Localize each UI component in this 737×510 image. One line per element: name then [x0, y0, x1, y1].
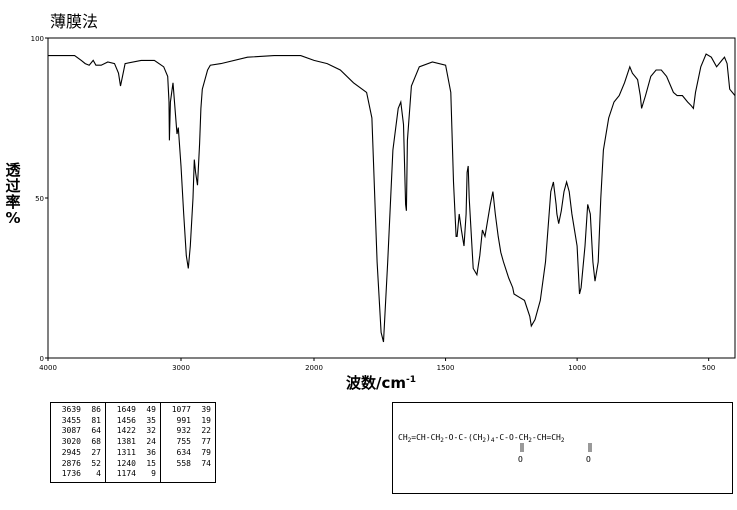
peak-transmittance: 24 [146, 437, 156, 447]
x-tick-label: 4000 [39, 364, 57, 372]
peak-row: 1077 39 [165, 405, 211, 416]
peak-column: 1649 49 1456 35 1422 32 1381 24 1311 36 1240 15 1174… [105, 402, 161, 483]
y-axis-label: 透过率% [4, 162, 22, 226]
peak-wavenumber: 1311 [116, 447, 136, 457]
peak-transmittance: 27 [91, 447, 101, 457]
peak-transmittance: 15 [146, 458, 156, 468]
peak-wavenumber: 1649 [116, 405, 136, 414]
peak-wavenumber: 1736 [61, 469, 81, 479]
peak-transmittance: 86 [91, 405, 101, 414]
x-tick-label: 1000 [568, 364, 586, 372]
peak-transmittance: 4 [96, 469, 101, 479]
peak-wavenumber: 1174 [116, 469, 136, 479]
structure-formula: CH2=CH-CH2-O-C-(CH2)4-C-O-CH2-CH=CH2 O O [398, 433, 592, 464]
peak-row: 1381 24 [110, 437, 156, 448]
x-tick-label: 1500 [437, 364, 455, 372]
peak-transmittance: 36 [146, 447, 156, 457]
peak-column: 1077 39 991 19 932 22 755 77 634 79 558 74 [160, 402, 216, 483]
peak-wavenumber: 2945 [61, 447, 81, 457]
peak-row: 3087 64 [55, 426, 101, 437]
peak-row: 755 77 [165, 437, 211, 448]
peak-row: 1456 35 [110, 416, 156, 427]
formula-text: CH [398, 433, 408, 442]
peak-transmittance: 39 [201, 405, 211, 414]
peak-row: 1422 32 [110, 426, 156, 437]
peak-row: 2945 27 [55, 448, 101, 459]
x-tick-label: 2000 [305, 364, 323, 372]
peak-row: 3455 81 [55, 416, 101, 427]
peak-wavenumber: 3087 [61, 426, 81, 436]
svg-text:CH2=CH-CH2-O-C-(CH2)4-C-O-CH2-: CH2=CH-CH2-O-C-(CH2)4-C-O-CH2-CH=CH2 [398, 433, 565, 444]
peak-wavenumber: 1422 [116, 426, 136, 436]
peak-transmittance: 9 [151, 469, 156, 479]
peak-wavenumber: 634 [176, 447, 191, 457]
peak-wavenumber: 932 [176, 426, 191, 436]
peak-transmittance: 52 [91, 458, 101, 468]
peak-transmittance: 22 [201, 426, 211, 436]
peak-row: 932 22 [165, 426, 211, 437]
peak-wavenumber: 991 [176, 415, 191, 425]
peak-wavenumber: 3639 [61, 405, 81, 414]
peak-transmittance: 64 [91, 426, 101, 436]
method-label: 薄膜法 [50, 12, 99, 31]
peak-transmittance: 81 [91, 415, 101, 425]
peak-row: 1174 9 [110, 469, 156, 480]
x-tick-label: 3000 [172, 364, 190, 372]
carbonyl-o-2: O [586, 455, 591, 464]
peak-transmittance: 79 [201, 447, 211, 457]
peak-wavenumber: 3455 [61, 415, 81, 425]
peak-row: 558 74 [165, 459, 211, 470]
peak-row: 3020 68 [55, 437, 101, 448]
peak-row: 991 19 [165, 416, 211, 427]
y-axis-label-char: 率 [5, 193, 21, 211]
carbonyl-o-1: O [518, 455, 523, 464]
peak-row: 1736 4 [55, 469, 101, 480]
y-axis-label-char: 透 [5, 161, 21, 179]
peak-transmittance: 32 [146, 426, 156, 436]
y-tick-label: 0 [40, 355, 44, 363]
peak-transmittance: 68 [91, 437, 101, 447]
peak-wavenumber: 2876 [61, 458, 81, 468]
axis-ticks: 4000 3000 2000 1500 1000 500 0 50 100 [31, 35, 716, 372]
peak-row: 634 79 [165, 448, 211, 459]
y-axis-label-char: % [5, 209, 21, 227]
peak-table: 3639 86 3455 81 3087 64 3020 68 2945 27 2876 52 1736… [50, 402, 216, 483]
peak-wavenumber: 558 [176, 458, 191, 468]
peak-transmittance: 77 [201, 437, 211, 447]
peak-transmittance: 49 [146, 405, 156, 414]
peak-row-empty [165, 469, 211, 480]
x-tick-label: 500 [702, 364, 715, 372]
peak-row: 3639 86 [55, 405, 101, 416]
peak-row: 1649 49 [110, 405, 156, 416]
peak-row: 2876 52 [55, 459, 101, 470]
spectrum-line [48, 53, 736, 343]
plot-frame [47, 37, 736, 359]
peak-transmittance: 35 [146, 415, 156, 425]
peak-column: 3639 86 3455 81 3087 64 3020 68 2945 27 2876 52 1736… [50, 402, 106, 483]
peak-transmittance: 74 [201, 458, 211, 468]
peak-wavenumber: 1240 [116, 458, 136, 468]
structure-box [392, 402, 733, 494]
peak-row: 1311 36 [110, 448, 156, 459]
peak-transmittance: 19 [201, 415, 211, 425]
peak-wavenumber: 755 [176, 437, 191, 447]
peak-wavenumber: 3020 [61, 437, 81, 447]
y-tick-label: 50 [35, 195, 44, 203]
x-axis-label: 波数/cm-1 [346, 374, 417, 392]
y-tick-label: 100 [31, 35, 44, 43]
y-axis-label-char: 过 [5, 177, 21, 195]
peak-wavenumber: 1381 [116, 437, 136, 447]
peak-wavenumber: 1077 [171, 405, 191, 414]
peak-row: 1240 15 [110, 459, 156, 470]
peak-wavenumber: 1456 [116, 415, 136, 425]
